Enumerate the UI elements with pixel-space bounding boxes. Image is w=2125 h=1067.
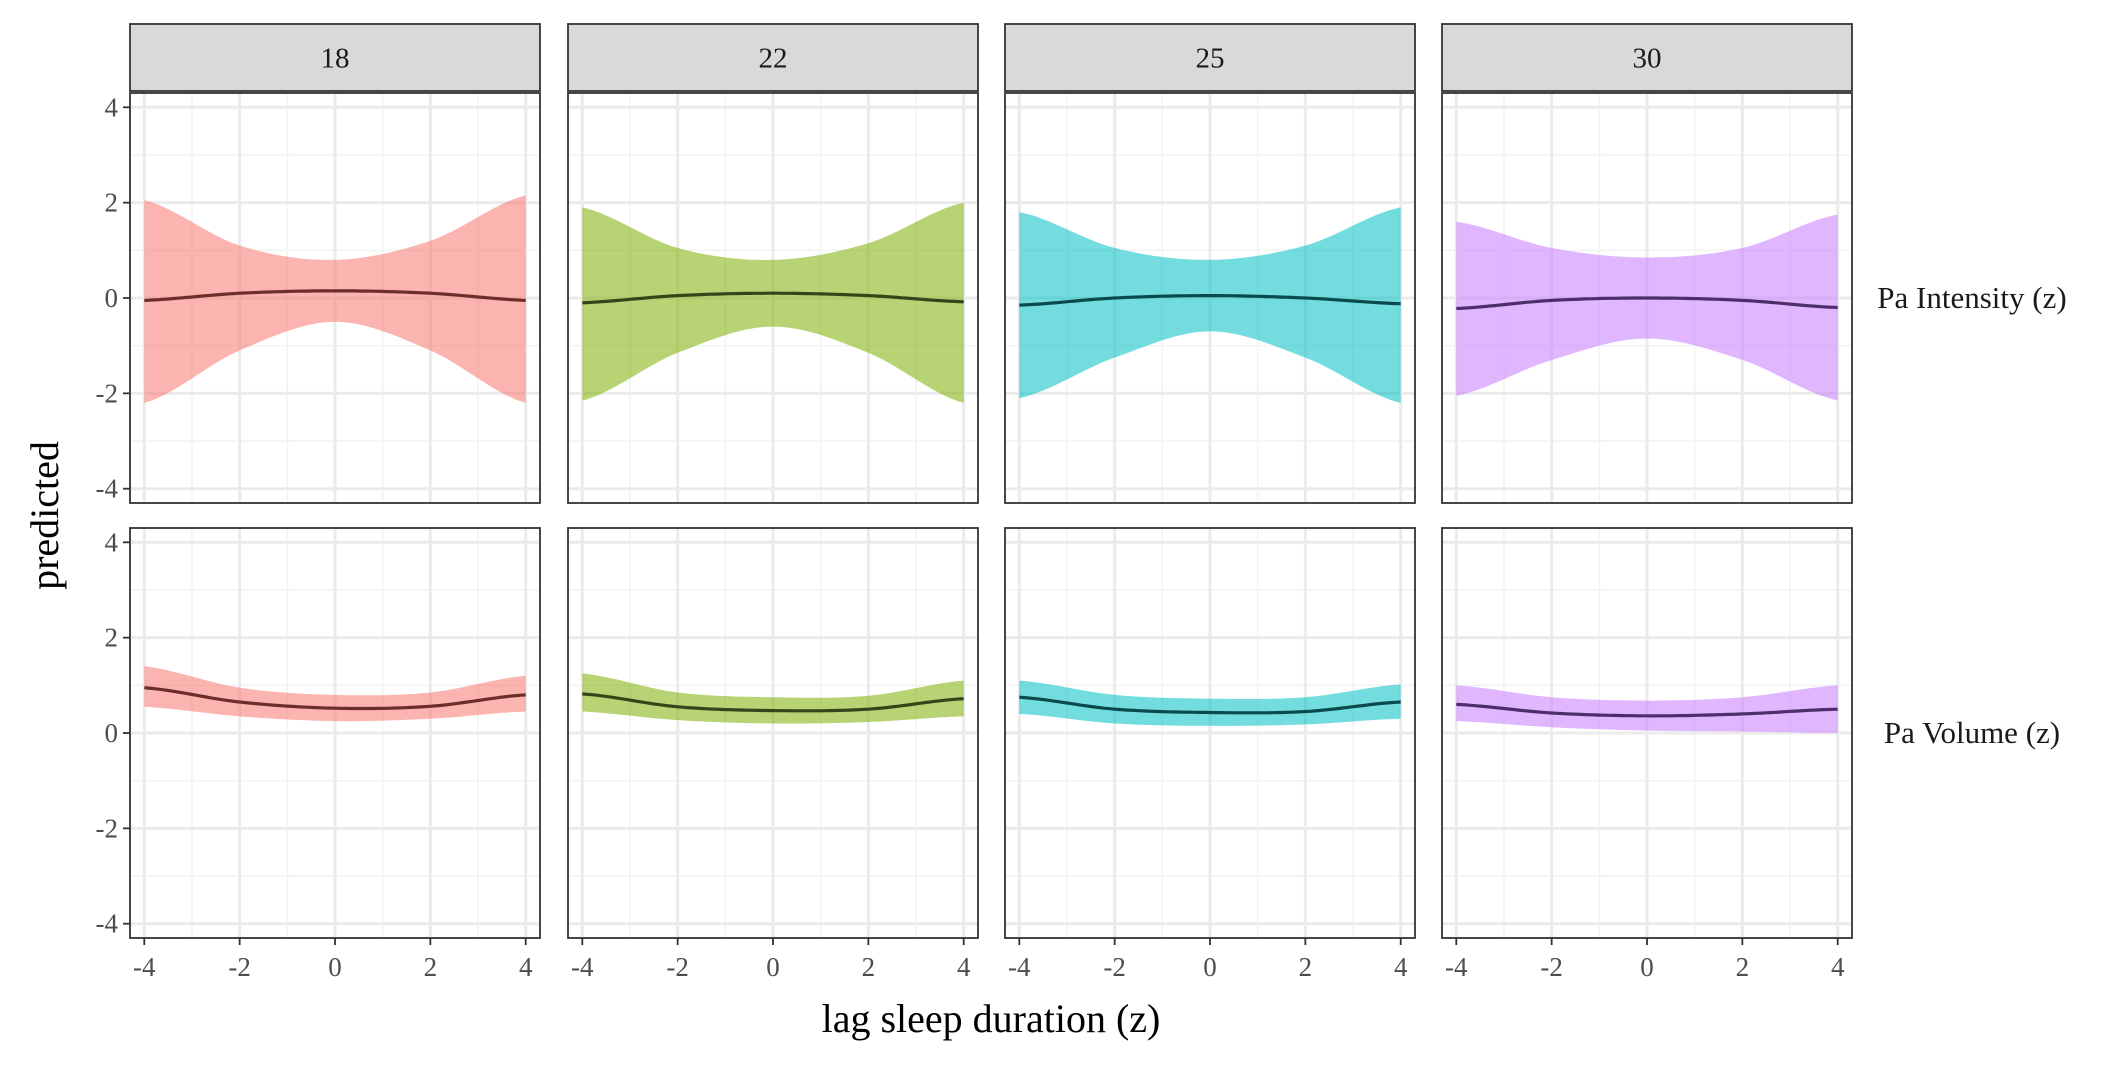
- panel-18-row-2: [123, 527, 541, 945]
- x-tick-label: 2: [1736, 952, 1750, 982]
- y-tick-label: -4: [96, 474, 119, 504]
- x-tick-label: 4: [957, 952, 971, 982]
- panel-border: [1441, 92, 1853, 504]
- panel-border: [1004, 92, 1416, 504]
- confidence-ribbon-22: [582, 673, 964, 724]
- x-tick-label: -4: [571, 952, 594, 982]
- fit-line-18: [144, 289, 526, 302]
- y-tick-label: 2: [105, 623, 119, 653]
- x-tick-label: 0: [1203, 952, 1217, 982]
- column-strip: [1004, 23, 1416, 92]
- x-tick-label: -2: [1103, 952, 1126, 982]
- x-tick-label: -4: [133, 952, 156, 982]
- x-tick-label: 2: [424, 952, 438, 982]
- y-axis-title: predicted: [22, 441, 67, 590]
- x-tick-label: -2: [666, 952, 689, 982]
- fit-line-22: [582, 291, 964, 305]
- x-tick-label: -4: [1445, 952, 1468, 982]
- x-tick-label: -2: [228, 952, 251, 982]
- fit-line-25: [1019, 695, 1401, 715]
- confidence-ribbon-25: [1019, 680, 1401, 726]
- panel-30-row-1: [1441, 92, 1853, 504]
- panel-30-row-2: [1441, 527, 1853, 945]
- x-tick-label: 4: [1831, 952, 1845, 982]
- y-tick-label: 4: [105, 527, 119, 557]
- fit-line-18: [144, 686, 526, 711]
- x-tick-label: 4: [519, 952, 533, 982]
- y-tick-label: 0: [105, 718, 119, 748]
- column-strip: [1441, 23, 1853, 92]
- panel-22-row-2: [567, 527, 979, 945]
- fit-line-30: [1456, 296, 1838, 311]
- y-tick-label: -4: [96, 909, 119, 939]
- y-tick-label: 2: [105, 188, 119, 218]
- panel-25-row-2: [1004, 527, 1416, 945]
- row-strip-label: Pa Volume (z): [1884, 715, 2060, 750]
- y-tick-label: 4: [105, 92, 119, 122]
- x-tick-label: 0: [766, 952, 780, 982]
- x-axis-title: lag sleep duration (z): [822, 996, 1161, 1041]
- column-strip-label: 25: [1196, 43, 1225, 75]
- confidence-ribbon-22: [582, 202, 964, 403]
- y-tick-label: -2: [96, 378, 119, 408]
- row-strip-label: Pa Intensity (z): [1877, 280, 2066, 315]
- column-strip-label: 22: [759, 43, 788, 75]
- x-tick-label: -2: [1540, 952, 1563, 982]
- fit-line-30: [1456, 702, 1838, 718]
- column-strip: [129, 23, 541, 92]
- y-tick-label: -2: [96, 813, 119, 843]
- panel-border: [567, 92, 979, 504]
- x-tick-label: 4: [1394, 952, 1408, 982]
- x-tick-label: 0: [1640, 952, 1654, 982]
- fit-line-22: [582, 692, 964, 713]
- x-tick-label: 0: [328, 952, 342, 982]
- fit-line-25: [1019, 294, 1401, 307]
- x-tick-label: -4: [1008, 952, 1031, 982]
- panel-25-row-1: [1004, 92, 1416, 504]
- x-tick-label: 2: [1299, 952, 1313, 982]
- column-strip: [567, 23, 979, 92]
- confidence-ribbon-18: [144, 195, 526, 403]
- column-strip-label: 18: [321, 43, 350, 75]
- x-tick-label: 2: [862, 952, 876, 982]
- column-strip-label: 30: [1633, 43, 1662, 75]
- y-tick-label: 0: [105, 283, 119, 313]
- panel-22-row-1: [567, 92, 979, 504]
- confidence-ribbon-25: [1019, 207, 1401, 403]
- confidence-ribbon-30: [1456, 685, 1838, 733]
- panel-18-row-1: [123, 92, 541, 504]
- confidence-ribbon-30: [1456, 214, 1838, 401]
